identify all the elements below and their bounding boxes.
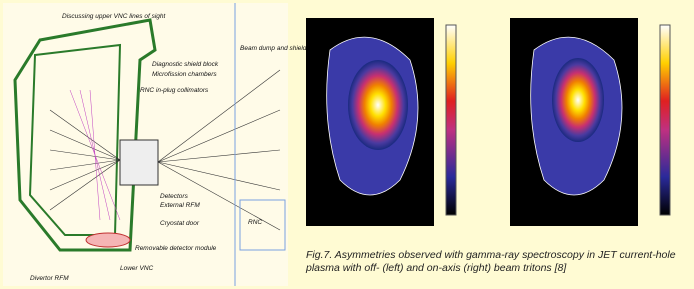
label: Discussing upper VNC lines of sight xyxy=(62,13,167,20)
label: Detectors xyxy=(160,193,189,200)
colorbar xyxy=(446,25,456,215)
caption-line: Fig.7. Asymmetries observed with gamma-r… xyxy=(306,249,676,261)
label: Diagnostic shield block xyxy=(152,61,219,68)
detector-module xyxy=(86,233,130,247)
plug xyxy=(120,140,158,185)
label: Divertor RFM xyxy=(30,275,69,282)
diagram: Discussing upper VNC lines of sight Diag… xyxy=(3,3,316,286)
colorbar xyxy=(660,25,670,215)
label: Beam dump and shielding xyxy=(240,45,316,52)
emission-plot xyxy=(306,18,456,226)
figure: Discussing upper VNC lines of sight Diag… xyxy=(0,0,694,289)
label: RNC in-plug collimators xyxy=(140,87,209,94)
label: Removable detector module xyxy=(135,245,217,252)
label: Lower VNC xyxy=(120,265,154,272)
page: Discussing upper VNC lines of sight Diag… xyxy=(0,0,694,289)
caption-line: plasma with off- (left) and on-axis (rig… xyxy=(305,262,567,274)
hot-spot xyxy=(348,60,408,150)
label: Cryostat door xyxy=(160,220,200,227)
label: RNC xyxy=(248,219,262,226)
caption: Fig.7. Asymmetries observed with gamma-r… xyxy=(305,249,676,274)
emission-plot xyxy=(510,18,670,226)
label: External RFM xyxy=(160,202,200,209)
hot-spot xyxy=(552,58,604,142)
label: Microfission chambers xyxy=(152,71,217,78)
